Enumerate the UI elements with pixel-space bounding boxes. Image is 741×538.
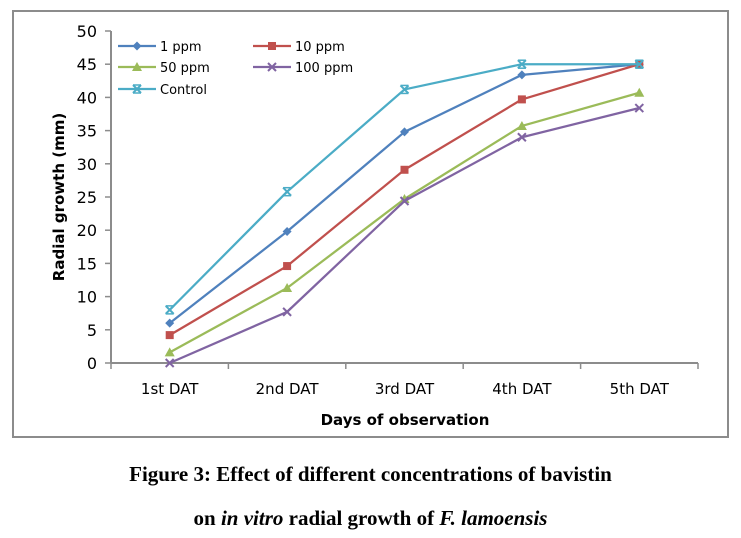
x-axis: 1st DAT 2nd DAT 3rd DAT 4th DAT 5th DAT <box>110 362 699 398</box>
data-point <box>165 318 175 328</box>
series-100-ppm <box>164 103 645 368</box>
y-tick-label: 10 <box>77 288 97 307</box>
legend-label: 1 ppm <box>160 40 202 55</box>
series-1-ppm <box>165 59 644 328</box>
data-point <box>400 127 409 137</box>
caption-italic-species: F. lamoensis <box>439 506 548 530</box>
y-tick-label: 45 <box>77 55 97 74</box>
caption-text: on <box>193 506 221 530</box>
data-point <box>516 120 527 130</box>
series-control <box>164 59 645 315</box>
y-tick-label: 20 <box>77 221 97 240</box>
y-tick-label: 25 <box>77 188 97 207</box>
x-tick-label: 2nd DAT <box>256 380 320 398</box>
series-line <box>169 63 640 325</box>
data-point <box>634 87 645 97</box>
y-tick-label: 40 <box>77 88 97 107</box>
data-point <box>517 132 527 142</box>
y-tick-label: 50 <box>77 22 97 41</box>
y-tick-label: 35 <box>77 122 97 141</box>
legend-marker <box>132 62 142 71</box>
y-tick-label: 15 <box>77 254 97 273</box>
data-point <box>164 305 175 315</box>
x-tick-label: 4th DAT <box>492 380 552 398</box>
x-axis-title: Days of observation <box>321 411 490 429</box>
legend-item: 50 ppm <box>118 61 210 76</box>
legend-item: 100 ppm <box>253 61 353 76</box>
legend-item: 1 ppm <box>118 40 202 55</box>
legend-label: Control <box>160 83 207 98</box>
caption-italic-in-vitro: in vitro <box>220 506 284 530</box>
data-point <box>399 84 410 95</box>
data-point <box>400 165 409 174</box>
figure-caption-line1: Figure 3: Effect of different concentrat… <box>129 462 612 486</box>
x-tick-label: 1st DAT <box>141 380 199 398</box>
legend-label: 100 ppm <box>295 61 353 76</box>
y-tick-label: 0 <box>87 354 97 373</box>
data-point <box>282 186 292 197</box>
series-50-ppm <box>164 87 645 357</box>
y-axis-title: Radial growth (mm) <box>50 113 68 281</box>
data-point <box>165 331 174 340</box>
legend-label: 50 ppm <box>160 61 210 76</box>
legend: 1 ppm 10 ppm 50 ppm 100 ppm Control <box>118 40 353 98</box>
y-axis: 0 5 10 15 20 25 30 35 40 45 50 <box>77 22 112 373</box>
series-lines <box>164 59 645 368</box>
x-tick-label: 5th DAT <box>610 380 670 398</box>
legend-label: 10 ppm <box>295 40 345 55</box>
data-point <box>634 59 645 69</box>
legend-item: 10 ppm <box>253 40 345 55</box>
data-point <box>517 70 527 80</box>
legend-item: Control <box>118 83 207 98</box>
series-line <box>168 63 640 311</box>
data-point <box>517 95 526 104</box>
data-point <box>164 347 175 357</box>
y-tick-label: 30 <box>77 155 97 174</box>
data-point <box>634 103 645 113</box>
data-point <box>283 262 292 271</box>
data-point <box>282 282 293 292</box>
caption-text: radial growth of <box>283 506 440 530</box>
data-point <box>282 227 292 237</box>
legend-marker <box>132 41 142 51</box>
series-line <box>169 106 640 365</box>
legend-marker <box>132 84 142 94</box>
legend-marker <box>267 62 277 72</box>
data-point <box>517 59 527 69</box>
x-tick-label: 3rd DAT <box>375 380 435 398</box>
data-point <box>282 307 292 317</box>
figure-caption-line2: on in vitro radial growth of F. lamoensi… <box>0 506 741 531</box>
legend-marker <box>268 42 276 50</box>
data-point <box>399 196 410 206</box>
data-point <box>164 358 175 368</box>
y-tick-label: 5 <box>87 321 97 340</box>
